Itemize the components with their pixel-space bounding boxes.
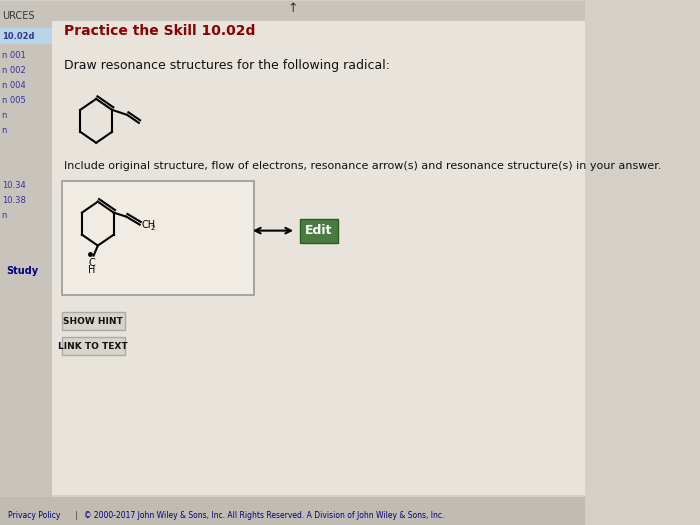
Bar: [0, 497, 585, 525]
Text: n: n: [1, 211, 7, 220]
Bar: [52, 1, 585, 21]
Text: 2: 2: [150, 225, 155, 230]
Text: n 001: n 001: [1, 51, 25, 60]
Text: LINK TO TEXT: LINK TO TEXT: [58, 342, 128, 351]
Text: Practice the Skill 10.02d: Practice the Skill 10.02d: [64, 24, 256, 38]
Text: CH: CH: [141, 219, 155, 229]
Text: C: C: [89, 258, 95, 268]
Text: n 005: n 005: [1, 97, 25, 106]
Bar: [300, 218, 338, 243]
Bar: [0, 28, 52, 44]
Text: Include original structure, flow of electrons, resonance arrow(s) and resonance : Include original structure, flow of elec…: [64, 161, 662, 171]
Text: ↑: ↑: [288, 2, 298, 15]
Text: © 2000-2017 John Wiley & Sons, Inc. All Rights Reserved. A Division of John Wile: © 2000-2017 John Wiley & Sons, Inc. All …: [83, 510, 444, 520]
Text: n 004: n 004: [1, 81, 25, 90]
Bar: [62, 338, 125, 355]
Text: SHOW HINT: SHOW HINT: [64, 317, 123, 326]
Text: Edit: Edit: [305, 224, 332, 237]
Text: n: n: [1, 127, 7, 135]
Text: n 002: n 002: [1, 67, 25, 76]
Text: 10.38: 10.38: [1, 196, 25, 205]
Text: Study: Study: [7, 266, 38, 276]
Text: URCES: URCES: [1, 11, 34, 21]
Text: Draw resonance structures for the following radical:: Draw resonance structures for the follow…: [64, 59, 391, 72]
Text: n: n: [1, 111, 7, 120]
Text: |: |: [76, 510, 78, 520]
Text: H: H: [88, 265, 96, 275]
Text: 10.34: 10.34: [1, 181, 25, 190]
Bar: [62, 181, 254, 296]
Text: 10.02d: 10.02d: [1, 32, 34, 40]
Text: Privacy Policy: Privacy Policy: [8, 510, 61, 520]
Bar: [62, 312, 125, 330]
Bar: [0, 1, 52, 525]
